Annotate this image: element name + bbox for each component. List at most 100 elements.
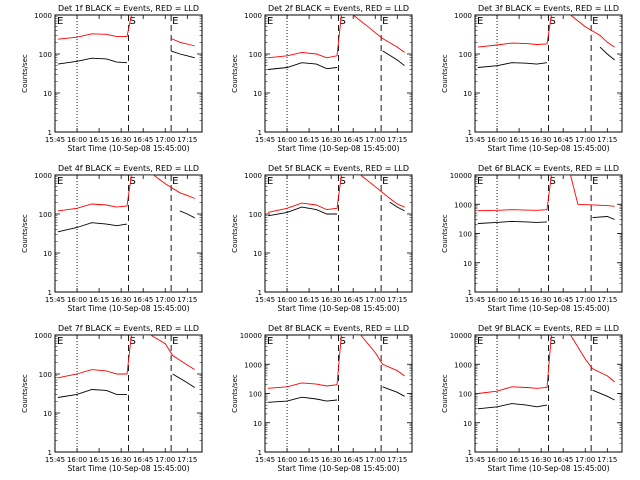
x-tick-label: 16:15: [509, 456, 529, 464]
x-tick-label: 15:45: [255, 296, 275, 304]
y-tick-label: 1: [258, 129, 262, 137]
y-tick-label: 1000: [34, 332, 52, 340]
y-tick-label: 1000: [34, 172, 52, 180]
x-axis-label: Start Time (10-Sep-08 15:45:00): [278, 464, 400, 473]
y-tick-label: 1000: [454, 12, 472, 20]
lld-series-line: [57, 175, 195, 212]
x-tick-label: 16:00: [67, 296, 87, 304]
plot-panel-1: Det 1f BLACK = Events, RED = LLD 1 10 100 10…: [21, 4, 203, 153]
time-marker-label: S: [130, 336, 136, 347]
x-tick-label: 16:30: [531, 456, 551, 464]
time-marker-label: E: [592, 336, 598, 347]
plot-title: Det 7f BLACK = Events, RED = LLD: [58, 324, 199, 333]
x-tick-label: 15:45: [465, 456, 485, 464]
x-tick-label: 15:45: [45, 296, 65, 304]
y-tick-label: 1: [258, 449, 262, 457]
y-tick-label: 10000: [450, 332, 472, 340]
start-marker-label: E: [57, 336, 63, 347]
x-axis-label: Start Time (10-Sep-08 15:45:00): [278, 144, 400, 153]
y-tick-label: 10: [253, 250, 262, 258]
x-tick-label: 16:45: [343, 136, 363, 144]
x-tick-label: 17:00: [155, 296, 175, 304]
x-axis-label: Start Time (10-Sep-08 15:45:00): [488, 304, 610, 313]
x-tick-label: 16:15: [299, 296, 319, 304]
x-tick-label: 17:15: [597, 456, 617, 464]
x-tick-label: 16:00: [67, 456, 87, 464]
x-tick-label: 16:15: [89, 456, 109, 464]
y-tick-label: 1000: [244, 12, 262, 20]
y-tick-label: 100: [459, 391, 472, 399]
x-tick-label: 17:15: [177, 456, 197, 464]
x-tick-label: 15:45: [255, 136, 275, 144]
x-tick-label: 16:15: [89, 296, 109, 304]
x-tick-label: 17:15: [177, 136, 197, 144]
y-tick-label: 1: [468, 289, 472, 297]
x-tick-label: 16:30: [111, 136, 131, 144]
x-tick-label: 17:15: [387, 456, 407, 464]
y-tick-label: 10: [43, 410, 52, 418]
x-tick-label: 16:45: [133, 296, 153, 304]
time-marker-label: E: [592, 16, 598, 27]
y-axis-label: Counts/sec: [21, 214, 29, 253]
start-marker-label: E: [267, 16, 273, 27]
x-tick-label: 17:00: [575, 296, 595, 304]
y-tick-label: 100: [249, 211, 262, 219]
x-axis-label: Start Time (10-Sep-08 15:45:00): [278, 304, 400, 313]
y-axis-label: Counts/sec: [231, 54, 239, 93]
x-tick-label: 16:30: [531, 136, 551, 144]
x-tick-label: 17:00: [575, 456, 595, 464]
y-axis-label: Counts/sec: [231, 214, 239, 253]
lld-series-line: [267, 15, 405, 59]
x-tick-label: 17:00: [365, 136, 385, 144]
start-marker-label: E: [477, 176, 483, 187]
lld-series-line: [477, 335, 615, 394]
time-marker-label: E: [172, 176, 178, 187]
time-marker-label: E: [382, 16, 388, 27]
x-tick-label: 16:45: [553, 456, 573, 464]
x-tick-label: 16:45: [343, 456, 363, 464]
y-axis-label: Counts/sec: [21, 54, 29, 93]
x-tick-label: 16:45: [133, 136, 153, 144]
y-tick-label: 10000: [240, 332, 262, 340]
x-tick-label: 16:30: [321, 296, 341, 304]
y-axis-label: Counts/sec: [231, 374, 239, 413]
x-tick-label: 17:15: [387, 296, 407, 304]
x-tick-label: 17:15: [177, 296, 197, 304]
plot-title: Det 4f BLACK = Events, RED = LLD: [58, 164, 199, 173]
y-axis-label: Counts/sec: [441, 214, 449, 253]
x-tick-label: 16:00: [67, 136, 87, 144]
x-tick-label: 17:00: [365, 456, 385, 464]
y-tick-label: 1000: [34, 12, 52, 20]
y-tick-label: 10000: [450, 172, 472, 180]
y-tick-label: 100: [39, 371, 52, 379]
y-axis-label: Counts/sec: [441, 54, 449, 93]
x-tick-label: 16:15: [89, 136, 109, 144]
x-tick-label: 16:15: [299, 136, 319, 144]
plot-title: Det 1f BLACK = Events, RED = LLD: [58, 4, 199, 13]
x-tick-label: 15:45: [465, 296, 485, 304]
x-tick-label: 16:00: [277, 456, 297, 464]
start-marker-label: E: [57, 176, 63, 187]
x-axis-label: Start Time (10-Sep-08 15:45:00): [68, 304, 190, 313]
time-marker-label: S: [130, 176, 136, 187]
x-tick-label: 16:00: [277, 296, 297, 304]
x-tick-label: 17:00: [365, 296, 385, 304]
start-marker-label: E: [477, 336, 483, 347]
start-marker-label: E: [57, 16, 63, 27]
y-tick-label: 1: [48, 129, 52, 137]
x-tick-label: 16:30: [531, 296, 551, 304]
events-series-line: [57, 373, 195, 398]
x-axis-label: Start Time (10-Sep-08 15:45:00): [488, 464, 610, 473]
x-tick-label: 16:30: [111, 296, 131, 304]
x-tick-label: 16:30: [321, 456, 341, 464]
x-tick-label: 16:00: [277, 136, 297, 144]
y-tick-label: 1: [258, 289, 262, 297]
plot-title: Det 6f BLACK = Events, RED = LLD: [478, 164, 619, 173]
x-tick-label: 17:15: [597, 136, 617, 144]
y-tick-label: 100: [39, 51, 52, 59]
x-tick-label: 17:00: [155, 136, 175, 144]
lld-series-line: [267, 175, 405, 213]
x-tick-label: 16:45: [553, 136, 573, 144]
plot-title: Det 8f BLACK = Events, RED = LLD: [268, 324, 409, 333]
time-marker-label: S: [340, 176, 346, 187]
